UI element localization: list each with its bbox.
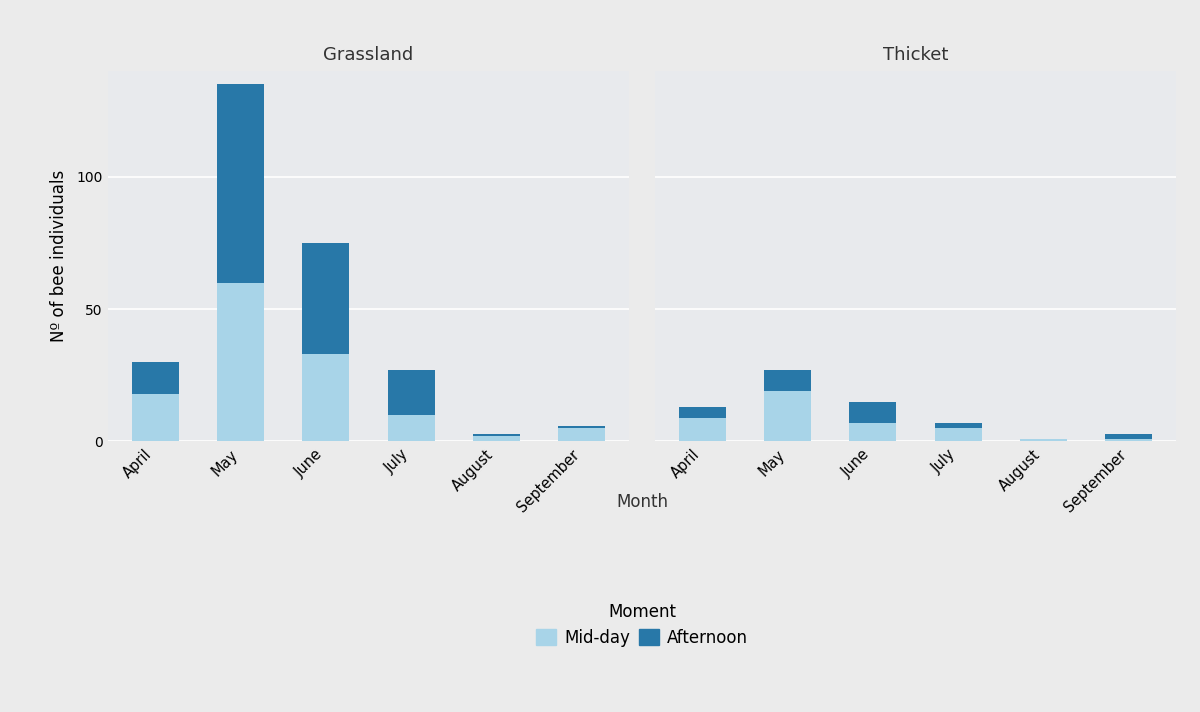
Bar bbox=[302, 354, 349, 441]
Bar bbox=[132, 362, 179, 394]
Bar bbox=[1105, 439, 1152, 441]
Bar bbox=[679, 407, 726, 418]
Bar bbox=[217, 283, 264, 441]
Text: Month: Month bbox=[616, 493, 668, 511]
Bar bbox=[935, 428, 982, 441]
Bar bbox=[217, 85, 264, 283]
Bar bbox=[850, 402, 896, 423]
Bar bbox=[1105, 434, 1152, 439]
Bar bbox=[473, 436, 520, 441]
Bar bbox=[302, 243, 349, 354]
Bar bbox=[1020, 439, 1067, 441]
Bar bbox=[558, 428, 605, 441]
Bar bbox=[764, 391, 811, 441]
Bar bbox=[473, 434, 520, 436]
Bar bbox=[558, 426, 605, 428]
Bar bbox=[679, 418, 726, 441]
Bar bbox=[388, 415, 434, 441]
Bar bbox=[935, 423, 982, 428]
Y-axis label: Nº of bee individuals: Nº of bee individuals bbox=[49, 170, 67, 342]
Bar bbox=[850, 423, 896, 441]
Bar bbox=[132, 394, 179, 441]
Legend: Mid-day, Afternoon: Mid-day, Afternoon bbox=[529, 596, 755, 654]
Bar bbox=[388, 370, 434, 415]
Bar bbox=[764, 370, 811, 391]
